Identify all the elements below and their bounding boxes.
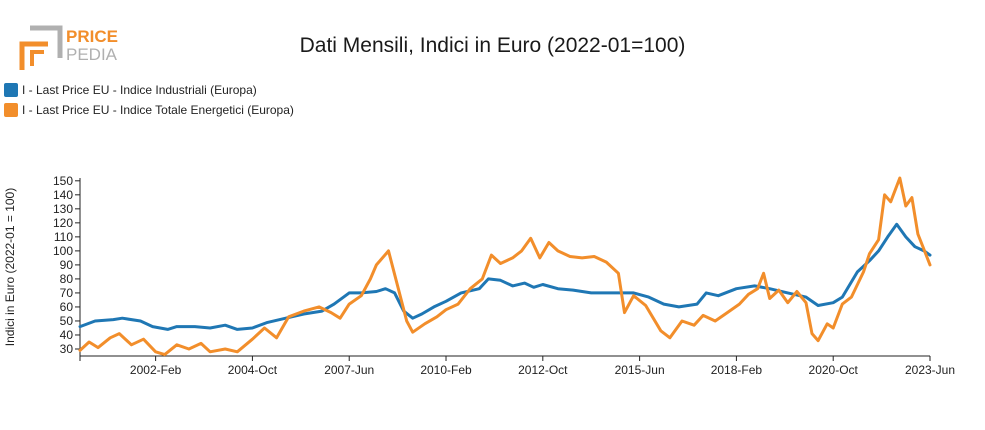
series-line-0 bbox=[78, 222, 932, 331]
series-layer bbox=[78, 176, 932, 357]
x-axis: 2002-Feb 2004-Oct 2007-Jun 2010-Feb 2012-Oct… bbox=[79, 355, 955, 377]
x-tick-label-2004-10: 2004-Oct bbox=[228, 363, 278, 377]
legend: I - Last Price EU - Indice Industriali (… bbox=[4, 80, 294, 120]
x-tick-label-2007-06: 2007-Jun bbox=[324, 363, 374, 377]
logo-mark-inner bbox=[19, 41, 48, 70]
x-tick-label-2015-06: 2015-Jun bbox=[615, 363, 665, 377]
y-tick-label-40: 40 bbox=[60, 328, 74, 342]
y-tick-label-110: 110 bbox=[54, 230, 73, 244]
x-tick-label-2002-02: 2002-Feb bbox=[130, 363, 182, 377]
y-tick-label-150: 150 bbox=[53, 174, 73, 188]
legend-label-energetici: I - Last Price EU - Indice Totale Energe… bbox=[22, 103, 294, 117]
logo-text-price: PRICE bbox=[66, 27, 118, 46]
y-tick-label-80: 80 bbox=[60, 272, 74, 286]
legend-item-energetici[interactable]: I - Last Price EU - Indice Totale Energe… bbox=[4, 100, 294, 120]
y-tick-label-50: 50 bbox=[60, 314, 74, 328]
legend-swatch-energetici bbox=[4, 103, 18, 117]
logo-mark-center bbox=[30, 50, 44, 66]
y-axis-title: Indici in Euro (2022-01 = 100) bbox=[3, 188, 17, 346]
legend-item-industriali[interactable]: I - Last Price EU - Indice Industriali (… bbox=[4, 80, 294, 100]
legend-swatch-industriali bbox=[4, 83, 18, 97]
y-tick-label-70: 70 bbox=[60, 286, 74, 300]
logo-mark-outer bbox=[30, 25, 63, 58]
y-tick-label-100: 100 bbox=[53, 244, 73, 258]
series-line-1 bbox=[78, 176, 932, 357]
x-tick-label-2023-06: 2023-Jun bbox=[905, 363, 955, 377]
y-tick-label-60: 60 bbox=[60, 300, 74, 314]
x-tick-label-2020-10: 2020-Oct bbox=[809, 363, 859, 377]
y-tick-label-130: 130 bbox=[53, 202, 73, 216]
y-tick-label-90: 90 bbox=[60, 258, 74, 272]
legend-label-industriali: I - Last Price EU - Indice Industriali (… bbox=[22, 83, 257, 97]
x-tick-label-2010-02: 2010-Feb bbox=[420, 363, 472, 377]
chart-title: Dati Mensili, Indici in Euro (2022-01=10… bbox=[299, 34, 686, 57]
y-tick-label-140: 140 bbox=[53, 188, 73, 202]
y-tick-label-120: 120 bbox=[53, 216, 73, 230]
x-tick-label-2018-02: 2018-Feb bbox=[711, 363, 763, 377]
y-tick-label-30: 30 bbox=[60, 342, 74, 356]
x-tick-label-2012-10: 2012-Oct bbox=[518, 363, 568, 377]
logo-text-pedia: PEDIA bbox=[66, 45, 118, 64]
pricepedia-logo: PRICE PEDIA bbox=[19, 25, 118, 70]
